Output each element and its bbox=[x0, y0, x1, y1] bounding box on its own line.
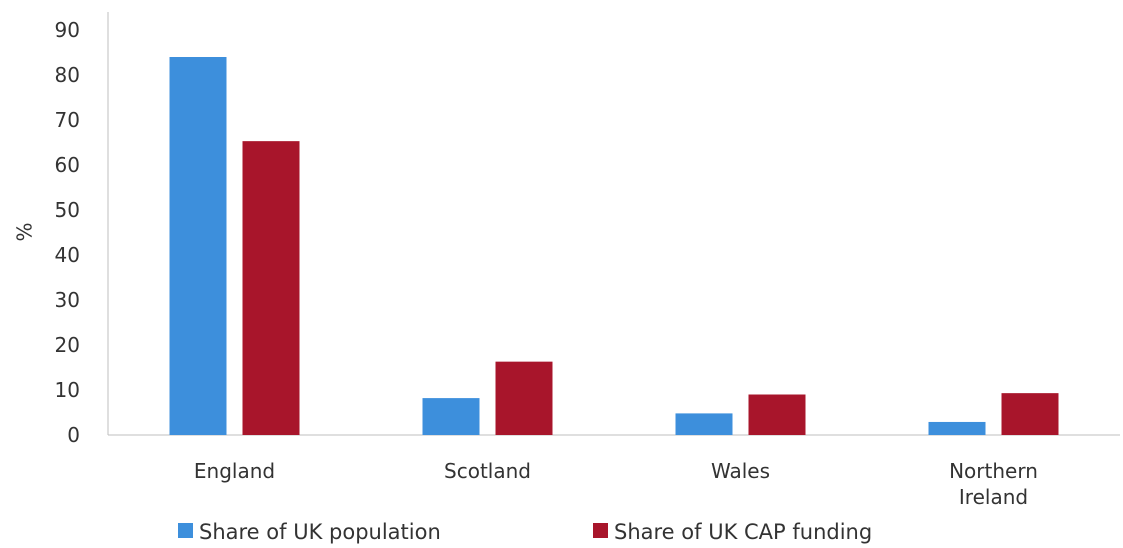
y-tick-label: 60 bbox=[55, 153, 80, 177]
bar-cap-funding bbox=[748, 394, 806, 435]
y-tick-label: 20 bbox=[55, 333, 80, 357]
bar-cap-funding bbox=[1001, 393, 1059, 435]
y-tick-label: 0 bbox=[67, 423, 80, 447]
legend-item[interactable]: Share of UK CAP funding bbox=[593, 520, 872, 544]
bar-population bbox=[928, 421, 986, 435]
y-tick-label: 90 bbox=[55, 18, 80, 42]
x-axis-categories: England Scotland Wales Northern Ireland bbox=[194, 459, 1038, 509]
legend-swatch bbox=[178, 523, 193, 538]
y-tick-label: 70 bbox=[55, 108, 80, 132]
x-category-label: Wales bbox=[711, 459, 770, 483]
bar-population bbox=[422, 398, 480, 435]
bar-population bbox=[169, 57, 227, 435]
y-tick-label: 50 bbox=[55, 198, 80, 222]
legend-label: Share of UK population bbox=[199, 520, 441, 544]
y-axis-ticks: 0 10 20 30 40 50 60 70 80 90 bbox=[55, 18, 80, 447]
bars bbox=[169, 57, 1059, 435]
y-tick-label: 10 bbox=[55, 378, 80, 402]
bar-cap-funding bbox=[495, 361, 553, 435]
x-category-label: Northern Ireland bbox=[949, 459, 1038, 509]
y-tick-label: 40 bbox=[55, 243, 80, 267]
x-category-label: Scotland bbox=[444, 459, 531, 483]
x-category-label: England bbox=[194, 459, 275, 483]
y-tick-label: 80 bbox=[55, 63, 80, 87]
y-axis-title: % bbox=[13, 222, 37, 241]
legend[interactable]: Share of UK population Share of UK CAP fu… bbox=[178, 520, 872, 544]
legend-label: Share of UK CAP funding bbox=[614, 520, 872, 544]
legend-item[interactable]: Share of UK population bbox=[178, 520, 441, 544]
bar-cap-funding bbox=[242, 141, 300, 435]
y-tick-label: 30 bbox=[55, 288, 80, 312]
legend-swatch bbox=[593, 523, 608, 538]
bar-population bbox=[675, 413, 733, 435]
